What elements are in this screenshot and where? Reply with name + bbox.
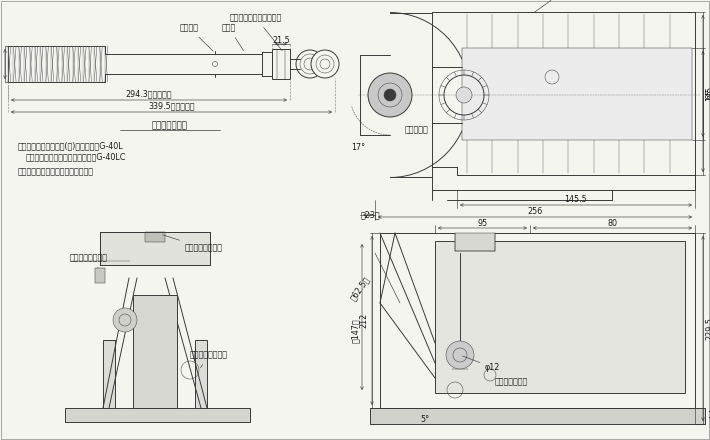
Bar — [272, 49, 290, 79]
Circle shape — [113, 308, 137, 332]
Circle shape — [456, 87, 472, 103]
Text: 229.5: 229.5 — [706, 317, 710, 340]
Text: リリーズスクリュ: リリーズスクリュ — [190, 351, 228, 368]
Bar — [435, 241, 685, 393]
Text: 212: 212 — [359, 313, 368, 328]
Bar — [95, 268, 105, 283]
Text: リリーズスクリュ差込口: リリーズスクリュ差込口 — [230, 14, 283, 51]
Text: 95: 95 — [477, 219, 488, 227]
Text: 65: 65 — [706, 89, 710, 99]
Bar — [380, 233, 695, 408]
Bar — [65, 408, 250, 422]
Text: 339.5（最伸長）: 339.5（最伸長） — [148, 102, 195, 110]
Text: 伸縮式: 伸縮式 — [222, 23, 244, 51]
Text: （62.5）: （62.5） — [349, 274, 371, 302]
Text: 5°: 5° — [420, 415, 430, 425]
Circle shape — [384, 89, 396, 101]
Text: 注１．型式　標準塗装(赤)タイプ　：G-40L: 注１．型式 標準塗装(赤)タイプ ：G-40L — [18, 142, 124, 150]
Text: 操作レバー差込口: 操作レバー差込口 — [163, 235, 223, 253]
Text: 16: 16 — [707, 411, 710, 421]
Bar — [262, 52, 272, 76]
Circle shape — [368, 73, 412, 117]
Bar — [455, 233, 495, 251]
Text: 17°: 17° — [351, 143, 365, 151]
Text: 256: 256 — [528, 206, 542, 216]
Text: 32.3: 32.3 — [0, 55, 2, 73]
Bar — [133, 295, 177, 408]
Bar — [145, 232, 165, 242]
Text: 80: 80 — [608, 219, 618, 227]
Text: 〔147〕: 〔147〕 — [351, 318, 359, 343]
Text: φ12: φ12 — [463, 356, 501, 372]
Circle shape — [446, 341, 474, 369]
Text: ２．専用操作レバーが付属します。: ２．専用操作レバーが付属します。 — [18, 168, 94, 176]
Text: レバー回転: レバー回転 — [405, 125, 429, 135]
Bar — [103, 340, 115, 408]
Text: ストッパ: ストッパ — [180, 23, 213, 51]
Text: 294.3（最短長）: 294.3（最短長） — [126, 89, 173, 99]
Text: 専用操作レバー: 専用操作レバー — [152, 121, 188, 131]
Bar — [195, 340, 207, 408]
Text: 〔23〕: 〔23〕 — [360, 210, 380, 220]
Text: 21.5: 21.5 — [272, 36, 290, 44]
Text: オイルフィリング: オイルフィリング — [70, 253, 108, 268]
Text: 145: 145 — [706, 86, 710, 101]
Bar — [370, 408, 705, 424]
Bar — [462, 48, 692, 140]
Text: ニッケルめっきタイプ：G-40LC: ニッケルめっきタイプ：G-40LC — [26, 153, 126, 161]
Bar — [100, 232, 210, 265]
Text: （ピストン径）: （ピストン径） — [495, 378, 528, 386]
Text: 145.5: 145.5 — [564, 194, 587, 203]
Text: M6: M6 — [534, 0, 568, 12]
